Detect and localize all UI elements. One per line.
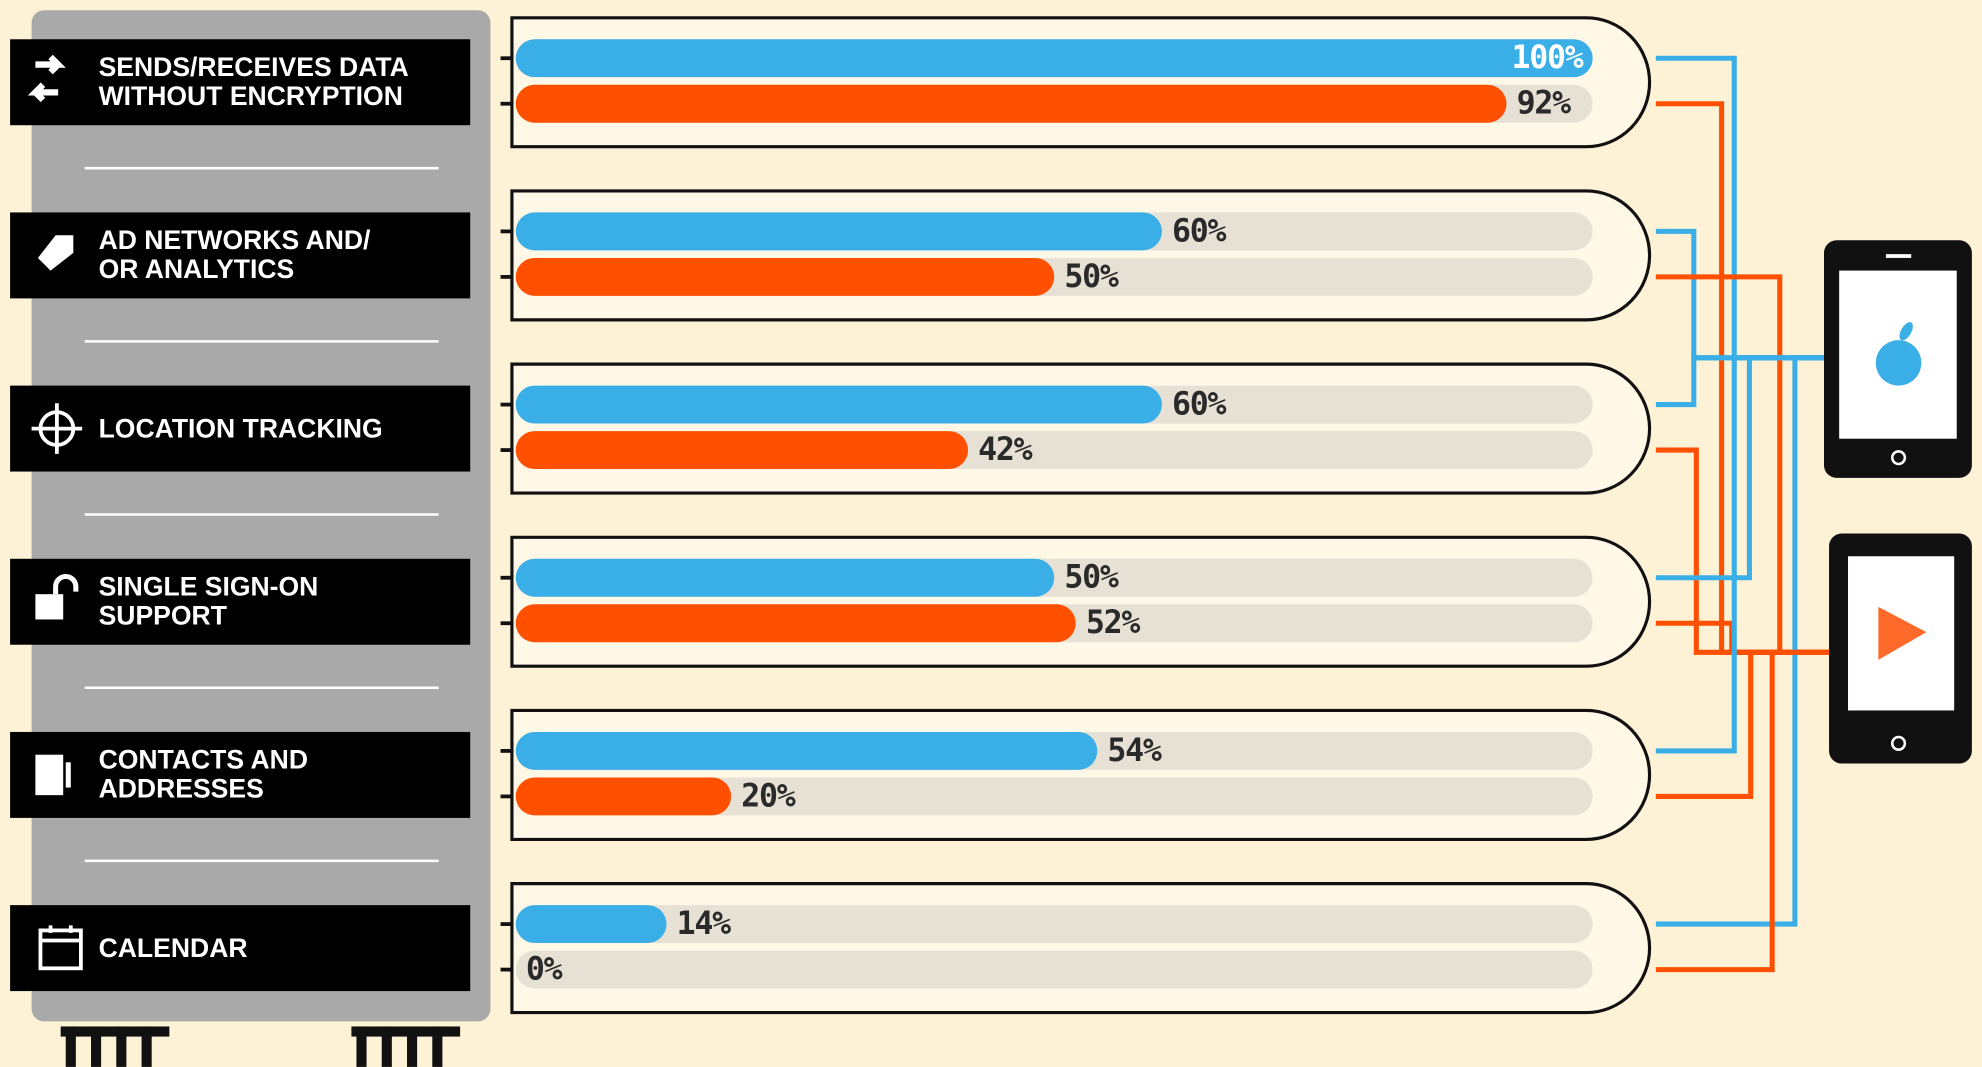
bar (516, 85, 1507, 123)
value-label: 20% (741, 778, 796, 814)
bar-capsule (512, 537, 1650, 666)
value-label: 0% (526, 952, 563, 988)
value-label: 92% (1517, 86, 1572, 122)
label-holder: LOCATION TRACKING (99, 386, 466, 472)
value-label: 52% (1086, 605, 1141, 641)
bar (516, 212, 1162, 250)
icon (66, 762, 71, 787)
value-label: 60% (1172, 387, 1227, 423)
bar-capsule (512, 364, 1650, 493)
bar (516, 905, 667, 943)
value-label: 100% (1512, 40, 1584, 76)
icon (35, 755, 63, 795)
value-label: 54% (1107, 733, 1162, 769)
category-label: AD NETWORKS AND/ OR ANALYTICS (99, 212, 466, 298)
bar (516, 39, 1593, 77)
category-label: CONTACTS AND ADDRESSES (99, 732, 466, 818)
label-holder: SINGLE SIGN-ON SUPPORT (99, 559, 466, 645)
bar-capsule (512, 191, 1650, 320)
category-label: SENDS/RECEIVES DATA WITHOUT ENCRYPTION (99, 39, 466, 125)
icon (35, 594, 63, 619)
bar (516, 604, 1076, 642)
value-label: 14% (677, 906, 732, 942)
label-holder: CONTACTS AND ADDRESSES (99, 732, 466, 818)
label-holder: AD NETWORKS AND/ OR ANALYTICS (99, 212, 466, 298)
label-holder: SENDS/RECEIVES DATA WITHOUT ENCRYPTION (99, 39, 466, 125)
value-label: 50% (1064, 560, 1119, 596)
value-label: 42% (978, 432, 1033, 468)
category-label: SINGLE SIGN-ON SUPPORT (99, 559, 466, 645)
bar (516, 431, 968, 469)
category-label: LOCATION TRACKING (99, 386, 466, 472)
bar (516, 732, 1098, 770)
label-holder: CALENDAR (99, 905, 466, 991)
value-label: 60% (1172, 213, 1227, 249)
bar-capsule (512, 884, 1650, 1013)
bar (516, 386, 1162, 424)
page: SENDS/RECEIVES DATA WITHOUT ENCRYPTION 10… (0, 0, 1982, 1067)
bar (516, 559, 1054, 597)
android-phone (1829, 534, 1972, 764)
iphone (1824, 240, 1972, 478)
bar (516, 258, 1054, 296)
bar-capsule (512, 710, 1650, 839)
bar-capsule (512, 18, 1650, 147)
bar (516, 777, 731, 815)
value-label: 50% (1064, 259, 1119, 295)
category-label: CALENDAR (99, 905, 466, 991)
chart: SENDS/RECEIVES DATA WITHOUT ENCRYPTION 10… (0, 0, 1982, 1067)
bar-track (516, 951, 1593, 989)
